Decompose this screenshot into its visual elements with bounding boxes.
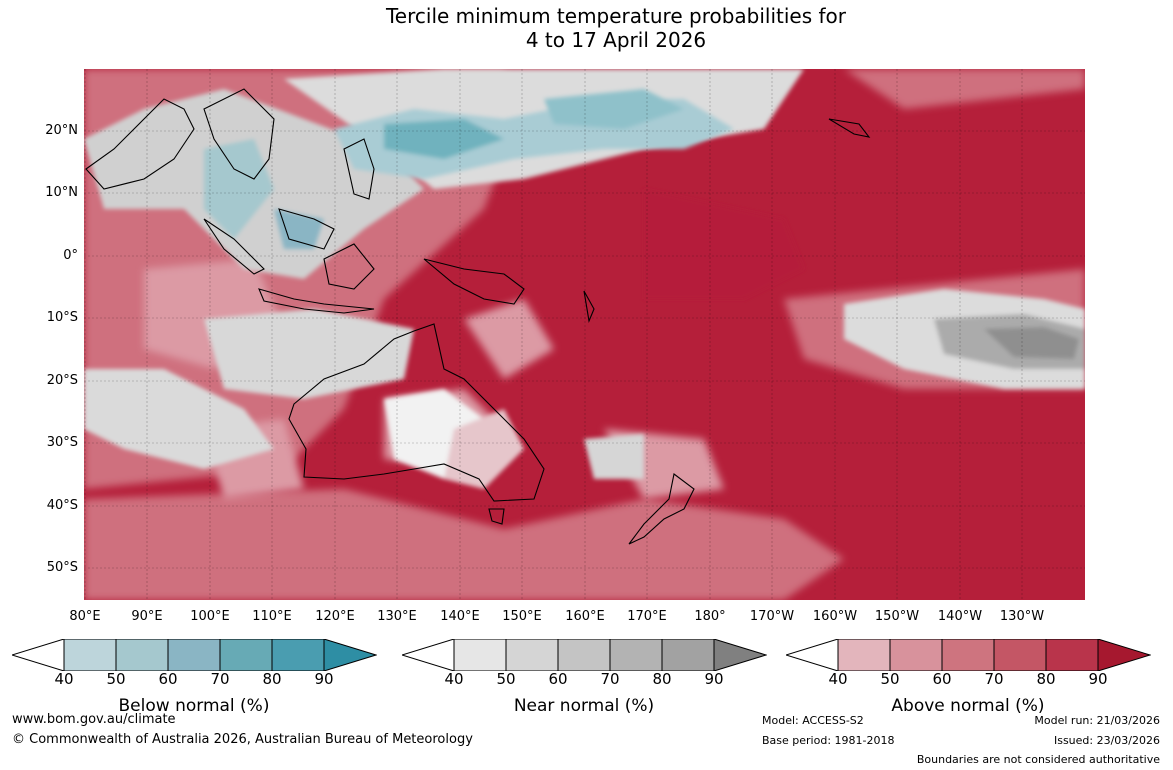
colorbar-above-seg-1: [837, 639, 891, 671]
above-tick-80: 80: [1036, 670, 1056, 688]
near-tick-90: 90: [704, 670, 724, 688]
lon-label-80e: 80°E: [69, 609, 101, 624]
colorbar-near-seg-5: [661, 639, 715, 671]
colorbar-below-seg-1: [63, 639, 117, 671]
colorbar-above-seg-4: [993, 639, 1047, 671]
legend-title-near-normal: Near normal (%): [513, 696, 655, 716]
below-tick-50: 50: [106, 670, 126, 688]
colorbar-near-seg-0: [402, 639, 455, 671]
near-tick-50: 50: [496, 670, 516, 688]
lon-label-150w: 150°W: [874, 609, 920, 624]
lon-label-110e: 110°E: [252, 609, 292, 624]
colorbar-near-normal: [402, 639, 767, 671]
colorbar-near-seg-3: [557, 639, 611, 671]
coastlines: [85, 88, 871, 545]
lon-label-140w: 140°W: [937, 609, 983, 624]
colorbar-above-seg-0: [786, 639, 839, 671]
colorbar-above-normal: [786, 639, 1151, 671]
colorbar-above-seg-6: [1097, 639, 1151, 671]
colorbar-above-seg-2: [889, 639, 943, 671]
below-tick-80: 80: [262, 670, 282, 688]
map-title-line2: 4 to 17 April 2026: [525, 28, 707, 52]
footer-model: Model: ACCESS-S2: [762, 714, 864, 727]
colorbar-below-normal: [12, 639, 377, 671]
lon-label-140e: 140°E: [440, 609, 480, 624]
footer-copyright: © Commonwealth of Australia 2026, Austra…: [12, 732, 473, 747]
colorbar-above-seg-3: [941, 639, 995, 671]
footer-model-run: Model run: 21/03/2026: [1034, 714, 1160, 727]
footer-base-period: Base period: 1981-2018: [762, 734, 895, 747]
footer-disclaimer: Boundaries are not considered authoritat…: [916, 753, 1160, 766]
lon-label-170w: 170°W: [749, 609, 795, 624]
near-tick-70: 70: [600, 670, 620, 688]
colorbar-near-seg-1: [453, 639, 507, 671]
lon-label-90e: 90°E: [131, 609, 163, 624]
above-tick-50: 50: [880, 670, 900, 688]
above-tick-40: 40: [828, 670, 848, 688]
below-tick-70: 70: [210, 670, 230, 688]
colorbar-near-seg-4: [609, 639, 663, 671]
above-tick-70: 70: [984, 670, 1004, 688]
lat-label-10s: 10°S: [46, 310, 78, 325]
lon-label-150e: 150°E: [502, 609, 542, 624]
colorbar-below-seg-3: [167, 639, 221, 671]
below-tick-90: 90: [314, 670, 334, 688]
lat-label-20s: 20°S: [46, 373, 78, 388]
near-tick-40: 40: [444, 670, 464, 688]
legend-title-below-normal: Below normal (%): [118, 696, 270, 716]
colorbar-near-seg-2: [505, 639, 559, 671]
lat-label-40s: 40°S: [46, 498, 78, 513]
lon-label-180: 180°: [694, 609, 726, 624]
lon-label-120e: 120°E: [315, 609, 355, 624]
below-tick-60: 60: [158, 670, 178, 688]
colorbar-near-seg-6: [713, 639, 767, 671]
australia-interior-zone: [384, 389, 524, 489]
lat-label-10n: 10°N: [45, 185, 78, 200]
lat-label-20n: 20°N: [45, 123, 78, 138]
lon-label-170e: 170°E: [627, 609, 667, 624]
near-tick-60: 60: [548, 670, 568, 688]
lon-label-100e: 100°E: [190, 609, 230, 624]
colorbar-below-seg-5: [271, 639, 325, 671]
lon-label-130w: 130°W: [999, 609, 1045, 624]
lat-label-30s: 30°S: [46, 435, 78, 450]
above-tick-90: 90: [1088, 670, 1108, 688]
footer-url[interactable]: www.bom.gov.au/climate: [12, 712, 176, 727]
colorbar-below-seg-4: [219, 639, 273, 671]
lon-label-130e: 130°E: [377, 609, 417, 624]
near-tick-80: 80: [652, 670, 672, 688]
colorbar-below-seg-2: [115, 639, 169, 671]
below-tick-40: 40: [54, 670, 74, 688]
below-normal-zones: [204, 89, 734, 249]
map-field: [84, 69, 1085, 600]
probability-map: [84, 69, 1085, 600]
lon-label-160e: 160°E: [565, 609, 605, 624]
graticule: [84, 69, 1085, 600]
colorbar-above-seg-5: [1045, 639, 1099, 671]
above-tick-60: 60: [932, 670, 952, 688]
map-title-line1: Tercile minimum temperature probabilitie…: [385, 4, 847, 28]
legend-title-above-normal: Above normal (%): [891, 696, 1045, 716]
lat-label-50s: 50°S: [46, 560, 78, 575]
lon-label-160w: 160°W: [812, 609, 858, 624]
map-title: Tercile minimum temperature probabilitie…: [0, 4, 1173, 52]
colorbar-below-seg-0: [12, 639, 65, 671]
lat-label-0: 0°: [63, 248, 78, 263]
footer-issued: Issued: 23/03/2026: [1053, 734, 1160, 747]
colorbar-below-seg-6: [323, 639, 377, 671]
